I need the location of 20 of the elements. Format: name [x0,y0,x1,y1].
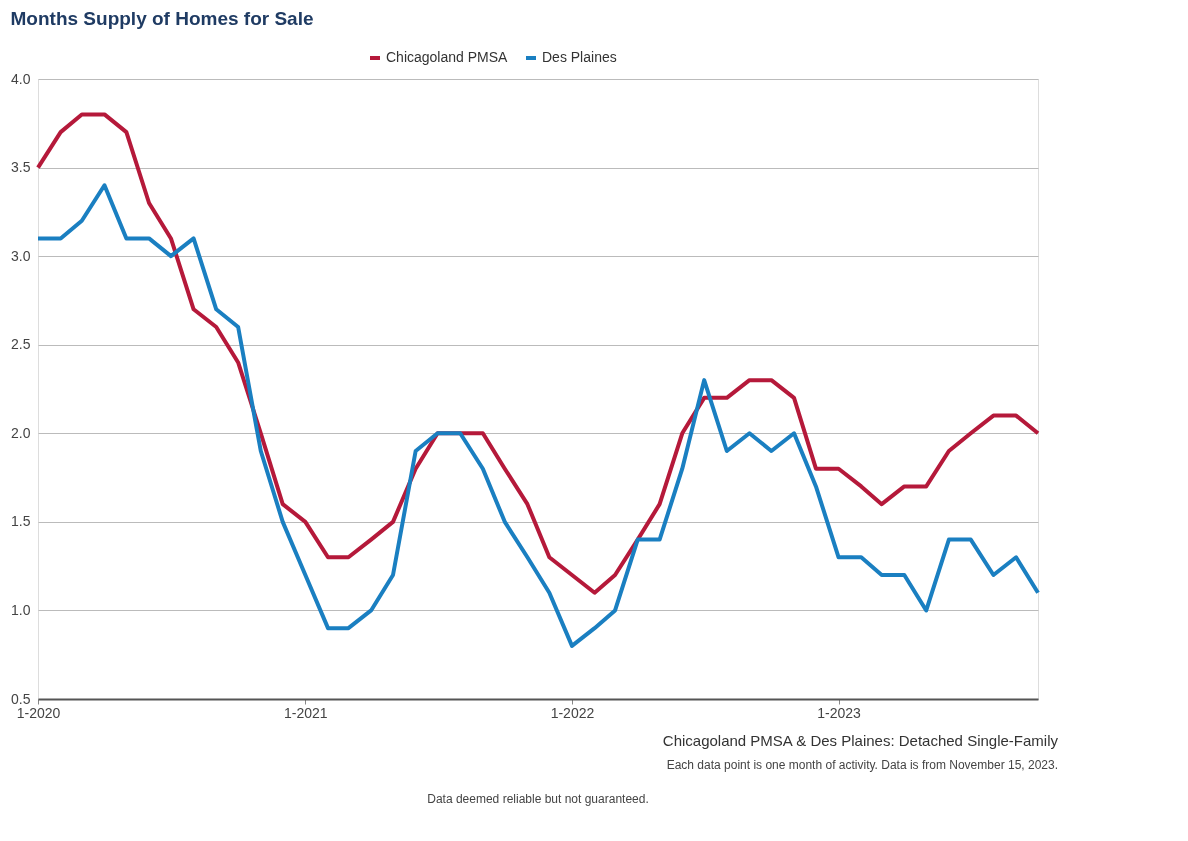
text: Data deemed reliable but not guaranteed. [427,792,649,806]
text: Each data point is one month of activity. Data is from November 15, 2023. [666,758,1058,772]
x-tick-label: 1-2021 [284,704,328,721]
y-tick-label: 2.0 [11,424,31,441]
legend-label: Des Plaines [542,49,617,65]
line-series [36,183,1040,648]
y-tick-label: 1.5 [11,513,31,530]
y-tick-label: 3.0 [11,247,31,264]
x-tick-label: 1-2023 [817,704,862,721]
y-tick-label: 3.5 [11,159,31,176]
y-tick-label: 0.5 [11,690,31,707]
y-tick-label: 1.0 [11,601,31,618]
legend-label: Chicagoland PMSA [386,49,509,65]
x-tick-label: 1-2022 [550,704,595,721]
text: Chicagoland PMSA & Des Plaines: Detached Single-Family [662,732,1059,749]
chart-title: Months Supply of Homes for Sale [10,8,314,29]
x-tick-label: 1-2020 [16,704,61,721]
y-tick-label: 4.0 [11,70,31,87]
line-series [36,112,1040,595]
y-tick-label: 2.5 [11,336,31,353]
